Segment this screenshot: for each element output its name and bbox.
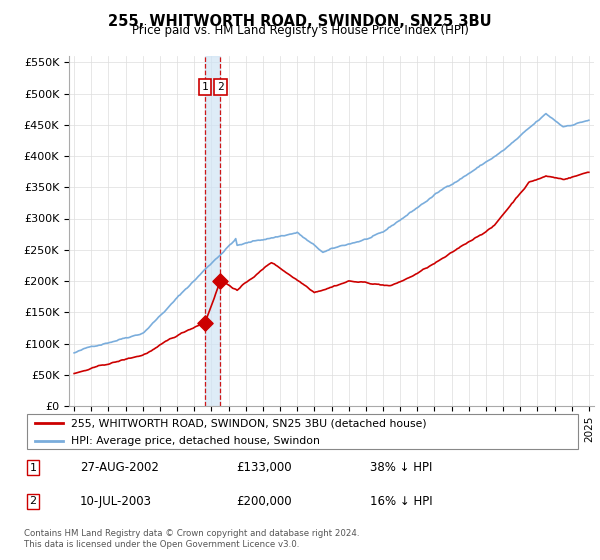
Bar	[205, 56, 220, 406]
Text: £200,000: £200,000	[236, 494, 292, 508]
Point	[200, 319, 210, 328]
FancyBboxPatch shape	[27, 414, 578, 449]
Text: 1: 1	[29, 463, 37, 473]
Text: 16% ↓ HPI: 16% ↓ HPI	[370, 494, 433, 508]
Text: 10-JUL-2003: 10-JUL-2003	[80, 494, 152, 508]
Text: Price paid vs. HM Land Registry's House Price Index (HPI): Price paid vs. HM Land Registry's House …	[131, 24, 469, 37]
Text: 2: 2	[217, 82, 224, 92]
Text: Contains HM Land Registry data © Crown copyright and database right 2024.
This d: Contains HM Land Registry data © Crown c…	[24, 529, 359, 549]
Text: 255, WHITWORTH ROAD, SWINDON, SN25 3BU (detached house): 255, WHITWORTH ROAD, SWINDON, SN25 3BU (…	[71, 418, 427, 428]
Text: 38% ↓ HPI: 38% ↓ HPI	[370, 461, 433, 474]
Text: 2: 2	[29, 496, 37, 506]
Text: 1: 1	[202, 82, 209, 92]
Text: 27-AUG-2002: 27-AUG-2002	[80, 461, 158, 474]
Point	[215, 277, 225, 286]
Text: HPI: Average price, detached house, Swindon: HPI: Average price, detached house, Swin…	[71, 436, 320, 446]
Text: 255, WHITWORTH ROAD, SWINDON, SN25 3BU: 255, WHITWORTH ROAD, SWINDON, SN25 3BU	[108, 14, 492, 29]
Text: £133,000: £133,000	[236, 461, 292, 474]
